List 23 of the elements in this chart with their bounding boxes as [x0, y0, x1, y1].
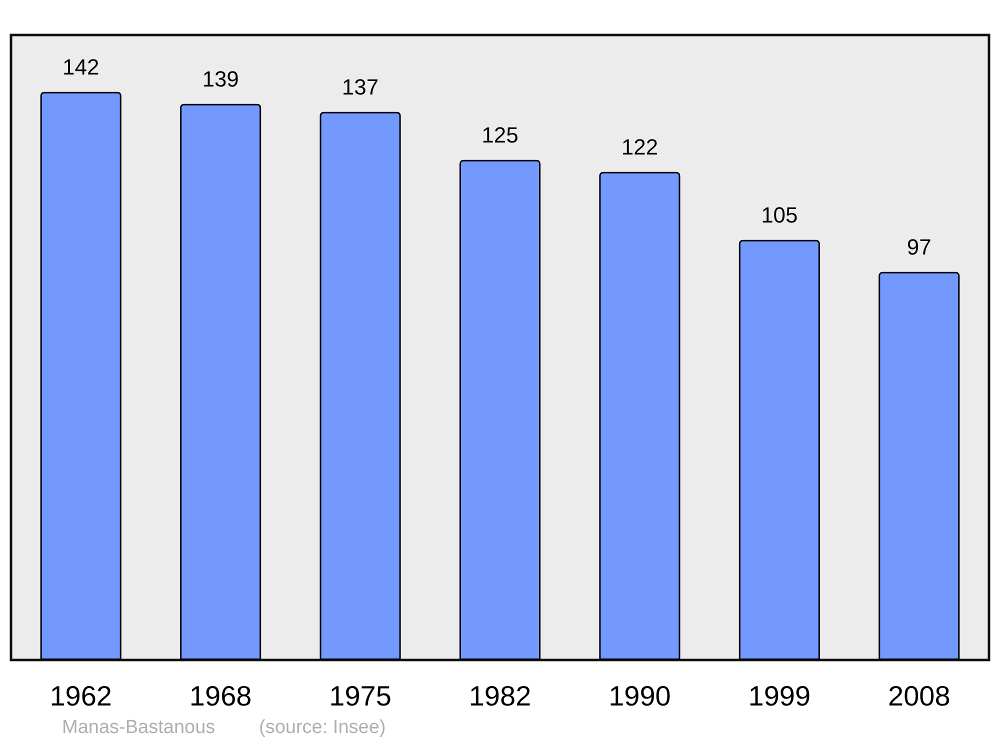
bar: [738, 240, 820, 660]
text: (source: Insee): [259, 717, 386, 738]
text: Manas-Bastanous: [62, 717, 216, 738]
data-label: 139: [202, 66, 239, 92]
data-label: 97: [906, 234, 932, 260]
data-label: 142: [62, 54, 100, 80]
x-tick-label: 1968: [189, 680, 252, 712]
x-tick-label: 1990: [608, 680, 671, 712]
bar: [459, 160, 541, 660]
x-tick-label: 1982: [468, 680, 532, 712]
bar: [878, 272, 960, 660]
x-tick-label: 2008: [888, 680, 950, 712]
data-label: 125: [482, 122, 518, 148]
x-tick-label: 1962: [50, 680, 112, 712]
data-label: 122: [621, 134, 658, 160]
x-tick-label: 1999: [748, 680, 811, 712]
x-tick-label: 1975: [329, 680, 392, 712]
data-label: 137: [342, 74, 379, 100]
bar: [40, 92, 122, 660]
bar: [180, 104, 262, 660]
bar: [599, 172, 680, 660]
data-label: 105: [761, 202, 798, 228]
bar: [320, 112, 401, 660]
